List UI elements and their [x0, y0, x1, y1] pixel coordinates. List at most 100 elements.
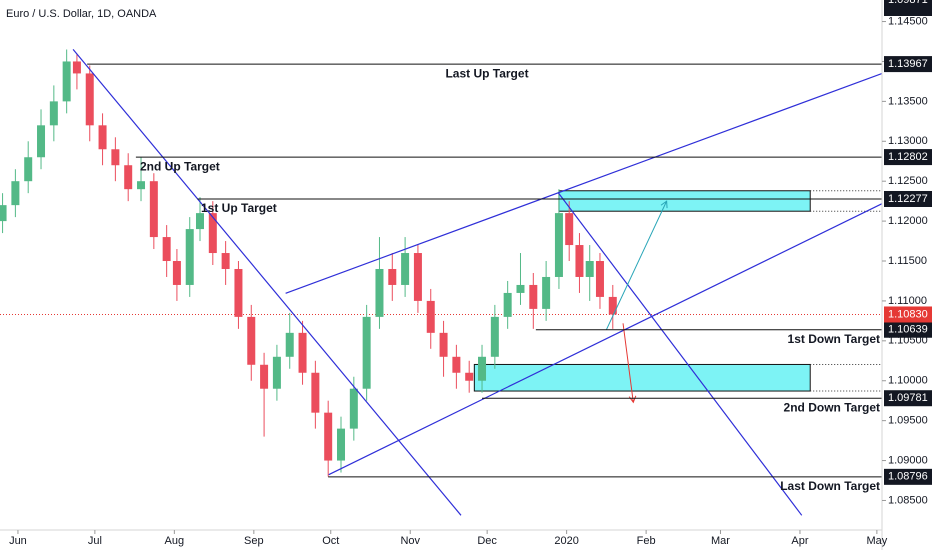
- candle-body: [111, 149, 120, 166]
- x-tick-label: Jun: [9, 535, 27, 547]
- candle-body: [324, 412, 333, 461]
- y-tick-label: 1.09000: [888, 454, 928, 466]
- y-tick-label: 1.10000: [888, 375, 928, 387]
- x-tick-label: Feb: [637, 535, 656, 547]
- price-tag-label: 1.10830: [888, 308, 928, 320]
- price-tag-label: 1.08796: [888, 471, 928, 483]
- plot-area: [0, 48, 882, 516]
- candle-body: [85, 73, 94, 126]
- zone: [558, 190, 811, 212]
- price-tag-label: 1.09781: [888, 392, 928, 404]
- candle-body: [585, 261, 594, 277]
- candle-body: [608, 296, 617, 315]
- candle-body: [260, 364, 269, 389]
- candle-body: [465, 372, 474, 381]
- price-tag-label: 1.10639: [888, 324, 928, 336]
- candle-body: [72, 61, 81, 74]
- candle-body: [375, 268, 384, 317]
- candle-body: [208, 213, 217, 254]
- trendline: [557, 192, 803, 516]
- candle-body: [272, 356, 281, 389]
- candle-body: [452, 356, 461, 373]
- candle-body: [298, 332, 307, 373]
- x-tick-label: Nov: [400, 535, 420, 547]
- price-tag-label: 1.12277: [888, 193, 928, 205]
- candle-body: [311, 372, 320, 413]
- level-note: 1st Up Target: [201, 201, 277, 215]
- price-tag: [884, 0, 932, 16]
- candle-body: [137, 181, 146, 190]
- candle-body: [362, 316, 371, 389]
- x-tick-label: Oct: [322, 535, 339, 547]
- price-tag-label: 1.13967: [888, 58, 928, 70]
- price-tag: [884, 56, 932, 73]
- x-tick-label: Dec: [477, 535, 497, 547]
- candle-body: [595, 261, 604, 297]
- price-tag: [884, 306, 932, 323]
- candle-body: [247, 316, 256, 365]
- candle-body: [124, 165, 133, 190]
- candle-body: [285, 332, 294, 357]
- price-tag: [884, 390, 932, 407]
- x-tick-label: May: [866, 535, 887, 547]
- candle-body: [426, 300, 435, 333]
- x-tick-label: Mar: [711, 535, 730, 547]
- zone: [473, 363, 811, 392]
- candle-body: [349, 388, 358, 429]
- trendline: [285, 72, 882, 294]
- candle-body: [529, 284, 538, 309]
- candle-body: [185, 229, 194, 285]
- candle-body: [0, 205, 7, 222]
- price-tag: [884, 321, 932, 338]
- candle-body: [172, 261, 181, 285]
- y-tick-label: 1.14500: [888, 15, 928, 27]
- level-note: Last Down Target: [780, 479, 880, 493]
- price-tag: [884, 190, 932, 207]
- y-tick-label: 1.12500: [888, 175, 928, 187]
- candle-body: [565, 213, 574, 246]
- candle-body: [337, 428, 346, 461]
- y-tick-label: 1.13500: [888, 95, 928, 107]
- candle-body: [195, 213, 204, 230]
- y-tick-label: 1.11500: [888, 255, 927, 267]
- price-tag: [884, 149, 932, 166]
- x-tick-label: 2020: [554, 535, 578, 547]
- x-tick-label: Sep: [244, 535, 264, 547]
- candle-body: [575, 245, 584, 277]
- candle-body: [37, 125, 46, 158]
- candle-body: [221, 253, 230, 269]
- trendline: [72, 48, 462, 516]
- arrow: [605, 200, 668, 330]
- price-tag-label: 1.12802: [888, 151, 928, 163]
- level-note: Last Up Target: [445, 66, 528, 80]
- candle-body: [388, 268, 397, 285]
- y-tick-label: 1.13000: [888, 135, 928, 147]
- level-note: 1st Down Target: [788, 332, 880, 346]
- candle-body: [439, 332, 448, 357]
- candle-body: [554, 213, 563, 277]
- candle-body: [234, 268, 243, 317]
- y-tick-label: 1.10500: [888, 335, 928, 347]
- candle-body: [503, 292, 512, 317]
- candle-body: [49, 101, 58, 126]
- x-tick-label: Aug: [165, 535, 185, 547]
- price-tag-label: 1.09871: [888, 0, 928, 6]
- candle-body: [98, 125, 107, 150]
- x-tick-label: Jul: [88, 535, 102, 547]
- candle-body: [478, 356, 487, 381]
- price-tag: [884, 468, 932, 485]
- candle-body: [542, 276, 551, 309]
- candle-body: [149, 181, 158, 238]
- level-note: 2nd Down Target: [784, 400, 880, 414]
- candle-body: [516, 284, 525, 293]
- y-tick-label: 1.11000: [888, 295, 927, 307]
- y-tick-label: 1.09500: [888, 415, 928, 427]
- candle-body: [401, 253, 410, 285]
- trendline: [328, 202, 882, 476]
- candle-body: [62, 61, 71, 102]
- y-tick-label: 1.12000: [888, 215, 928, 227]
- candle-body: [24, 157, 33, 182]
- candle-body: [413, 253, 422, 301]
